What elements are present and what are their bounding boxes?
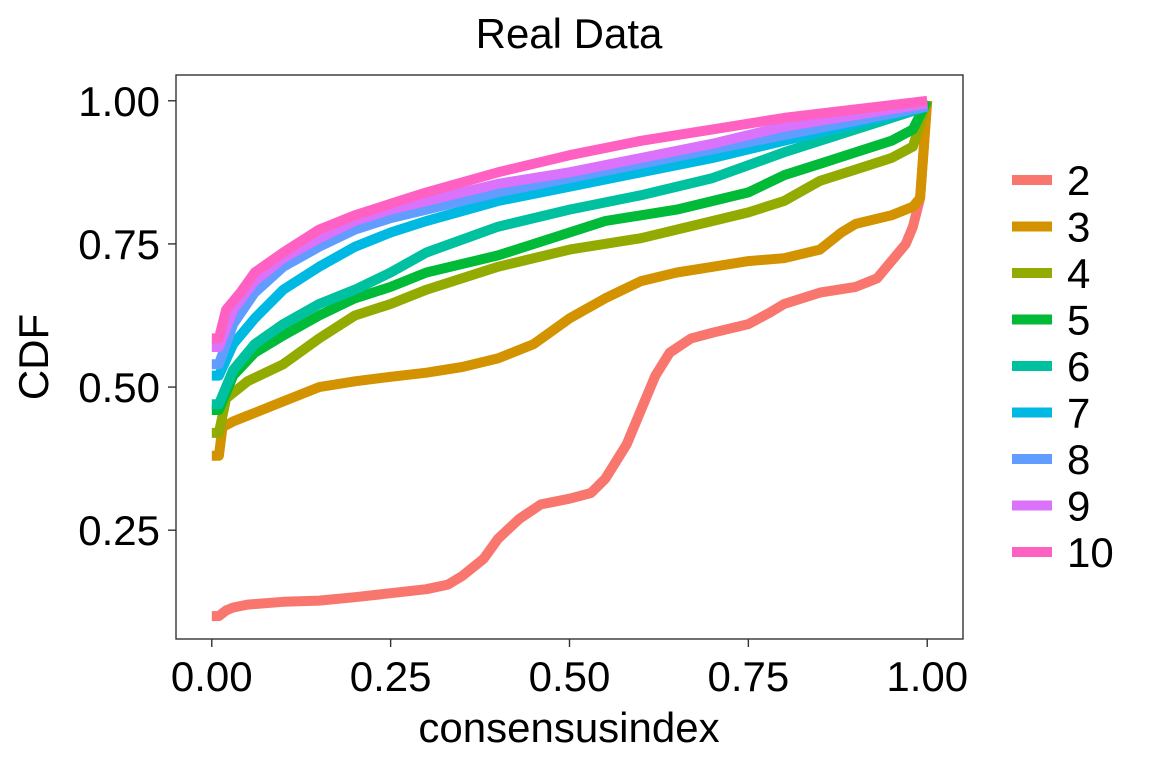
series-line-3 xyxy=(211,100,933,461)
legend-label-7: 7 xyxy=(1067,390,1090,437)
y-axis-title: CDF xyxy=(10,314,57,400)
legend-label-2: 2 xyxy=(1067,157,1090,204)
series-line-7 xyxy=(211,101,929,381)
y-tick-label: 1.00 xyxy=(78,78,160,125)
x-tick-label: 0.00 xyxy=(171,653,253,700)
legend-label-5: 5 xyxy=(1067,297,1090,344)
legend-label-8: 8 xyxy=(1067,436,1090,483)
y-axis: 0.25 0.50 0.75 1.00 xyxy=(78,78,176,554)
legend-label-10: 10 xyxy=(1067,529,1114,576)
x-tick-label: 0.25 xyxy=(350,653,432,700)
series-line-2 xyxy=(211,100,933,622)
legend-label-4: 4 xyxy=(1067,250,1090,297)
plot-area xyxy=(211,95,933,622)
x-tick-label: 0.50 xyxy=(529,653,611,700)
x-axis: 0.00 0.25 0.50 0.75 1.00 xyxy=(171,639,968,700)
series-line-4 xyxy=(211,99,932,438)
x-tick-label: 0.75 xyxy=(707,653,789,700)
series-line-5 xyxy=(211,98,932,415)
y-tick-label: 0.25 xyxy=(78,507,160,554)
legend-label-9: 9 xyxy=(1067,483,1090,530)
legend-label-3: 3 xyxy=(1067,204,1090,251)
legend-label-6: 6 xyxy=(1067,343,1090,390)
x-tick-label: 1.00 xyxy=(886,653,968,700)
chart-title: Real Data xyxy=(476,10,663,57)
x-axis-title: consensusindex xyxy=(418,704,719,751)
y-tick-label: 0.50 xyxy=(78,364,160,411)
y-tick-label: 0.75 xyxy=(78,221,160,268)
series-line-8 xyxy=(211,101,929,370)
series-line-10 xyxy=(211,95,928,344)
series-line-6 xyxy=(211,101,929,410)
